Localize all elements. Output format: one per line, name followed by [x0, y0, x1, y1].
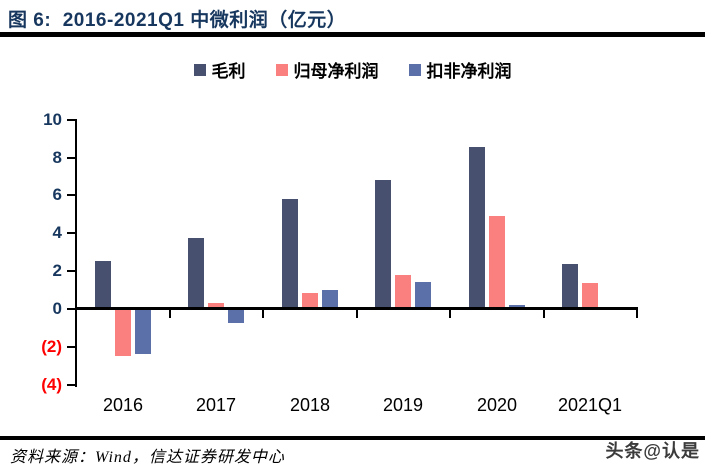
y-tick-label: 2: [52, 261, 62, 281]
bar-attributable-net-profit-2017: [208, 303, 224, 309]
legend-swatch-gross-profit: [193, 63, 206, 76]
footer-divider-rule: [0, 436, 705, 440]
x-axis-tick: [636, 310, 638, 318]
bar-attributable-net-profit-2018: [302, 292, 318, 309]
y-tick-mark: [67, 156, 75, 159]
bar-attributable-net-profit-2021Q1: [582, 283, 598, 309]
legend-item-deducted-net-profit: 扣非净利润: [408, 57, 512, 82]
bar-gross-profit-2020: [469, 147, 485, 309]
y-tick-mark: [67, 383, 75, 386]
bar-deducted-net-profit-2019: [415, 281, 431, 309]
zero-axis-line: [75, 307, 638, 310]
watermark-text: 头条@认是: [605, 441, 700, 461]
bar-gross-profit-2017: [188, 238, 204, 309]
x-axis-tick: [356, 310, 358, 318]
x-axis-tick: [262, 310, 264, 318]
y-tick-mark: [67, 194, 75, 197]
bar-deducted-net-profit-2018: [322, 290, 338, 309]
y-tick-label: 4: [52, 223, 62, 243]
x-axis-tick: [449, 310, 451, 318]
chart-legend: 毛利 归母净利润 扣非净利润: [0, 57, 705, 82]
legend-label-gross-profit: 毛利: [211, 62, 246, 81]
y-tick-mark: [67, 118, 75, 121]
bar-gross-profit-2019: [375, 180, 391, 309]
legend-swatch-deducted-net-profit: [408, 63, 421, 76]
y-tick-label: 6: [52, 185, 62, 205]
legend-item-attributable-net-profit: 归母净利润: [275, 57, 379, 82]
x-axis-label: 2021Q1: [557, 395, 623, 415]
y-tick-mark: [67, 270, 75, 273]
bar-attributable-net-profit-2016: [115, 309, 131, 357]
y-tick-mark: [67, 345, 75, 348]
y-tick-label: 8: [52, 147, 62, 167]
y-tick-label: (4): [41, 374, 62, 394]
legend-swatch-attributable-net-profit: [275, 63, 288, 76]
y-tick-label: 0: [52, 299, 62, 318]
y-tick-label: 10: [43, 109, 62, 129]
x-axis-label: 2019: [382, 395, 424, 415]
x-axis-tick: [543, 310, 545, 318]
legend-item-gross-profit: 毛利: [193, 57, 246, 82]
y-tick-label: (2): [41, 336, 62, 356]
y-tick-mark: [67, 232, 75, 235]
bar-attributable-net-profit-2019: [395, 274, 411, 309]
bar-attributable-net-profit-2020: [489, 216, 505, 309]
legend-label-deducted-net-profit: 扣非净利润: [426, 62, 512, 81]
bar-deducted-net-profit-2017: [228, 309, 244, 324]
bar-gross-profit-2016: [95, 260, 111, 309]
x-axis-label: 2020: [476, 395, 518, 415]
x-axis-tick: [169, 310, 171, 318]
source-note: 资料来源：Wind，信达证券研发中心: [10, 449, 285, 466]
title-divider-rule: [0, 32, 705, 37]
legend-label-attributable-net-profit: 归母净利润: [293, 62, 379, 81]
bar-gross-profit-2018: [282, 199, 298, 309]
x-axis-label: 2017: [195, 395, 237, 415]
bar-deducted-net-profit-2016: [135, 309, 151, 355]
figure-title: 图 6: 2016-2021Q1 中微利润（亿元）: [8, 10, 347, 31]
bar-gross-profit-2021Q1: [562, 263, 578, 309]
y-axis-line: [75, 119, 77, 387]
x-axis-label: 2018: [289, 395, 331, 415]
y-tick-mark: [67, 308, 75, 310]
x-axis-label: 2016: [102, 395, 144, 415]
